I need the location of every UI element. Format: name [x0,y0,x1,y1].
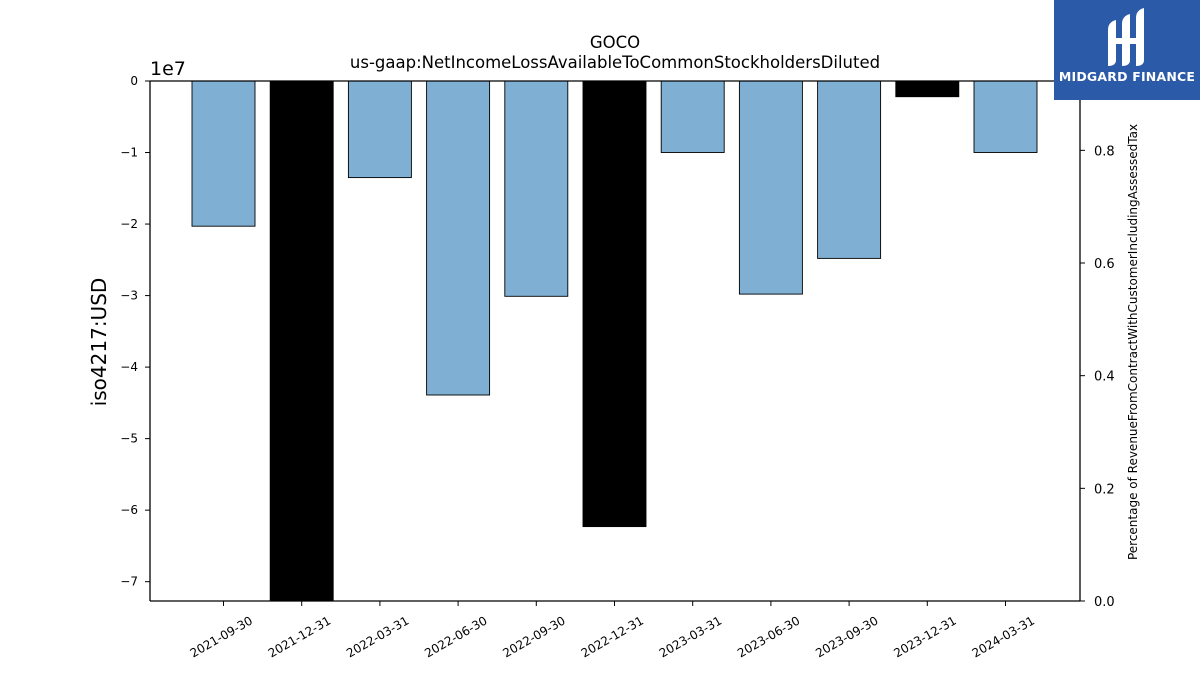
bar-2023-12-31 [895,80,960,98]
y-tick-label: −1 [120,146,138,160]
y2-tick-label: 0.0 [1094,595,1115,610]
y-offset-label: 1e7 [150,58,186,80]
y-ticks: 0 −1 −2 −3 −4 −5 −6 −7 [120,74,150,589]
logo-text: MIDGARD FINANCE [1058,69,1196,84]
x-tick-label: 2023-03-31 [657,613,724,660]
chart-title: GOCO [590,33,640,52]
x-tick-label: 2022-06-30 [422,613,489,660]
x-tick-label: 2021-12-31 [266,613,333,660]
logo-mark-icon [1108,8,1144,66]
bar-2022-06-30 [426,80,491,396]
y-tick-label: 0 [130,74,138,88]
midgard-finance-logo: MIDGARD FINANCE [1054,0,1200,100]
bar-2024-03-31 [973,80,1038,153]
y2-axis-label: Percentage of RevenueFromContractWithCus… [1126,124,1140,560]
y2-tick-label: 0.2 [1094,482,1115,497]
y2-tick-label: 0.6 [1094,257,1115,272]
bar-2022-12-31 [582,80,647,528]
x-tick-label: 2022-03-31 [344,613,411,660]
x-tick-label: 2024-03-31 [970,613,1037,660]
bar-2023-03-31 [660,80,725,153]
y2-tick-label: 0.4 [1094,370,1115,385]
bars-group [191,80,1038,602]
x-tick-label: 2022-12-31 [579,613,646,660]
y-tick-label: −4 [120,360,138,374]
x-tick-label: 2022-09-30 [500,613,567,660]
y-axis-label: iso4217:USD [87,278,111,407]
x-tick-label: 2023-12-31 [891,613,958,660]
y-tick-label: −7 [120,575,138,589]
bar-2023-06-30 [738,80,803,295]
bar-2021-09-30 [191,80,256,227]
x-tick-label: 2023-09-30 [813,613,880,660]
y2-tick-label: 0.8 [1094,144,1115,159]
bar-2021-12-31 [269,80,334,602]
bar-2022-03-31 [347,80,412,179]
y-tick-label: −6 [120,503,138,517]
y-tick-label: −5 [120,432,138,446]
y2-ticks: 0.0 0.2 0.4 0.6 0.8 [1080,144,1115,610]
x-tick-label: 2021-09-30 [188,613,255,660]
y-tick-label: −3 [120,289,138,303]
y-tick-label: −2 [120,217,138,231]
bar-2022-09-30 [504,80,569,297]
x-tick-label: 2023-06-30 [735,613,802,660]
x-ticks: 2021-09-30 2021-12-31 2022-03-31 2022-06-30… [188,601,1037,660]
bar-2023-09-30 [817,80,882,259]
axes-frame [149,80,1081,602]
chart-subtitle: us-gaap:NetIncomeLossAvailableToCommonSt… [350,53,880,72]
